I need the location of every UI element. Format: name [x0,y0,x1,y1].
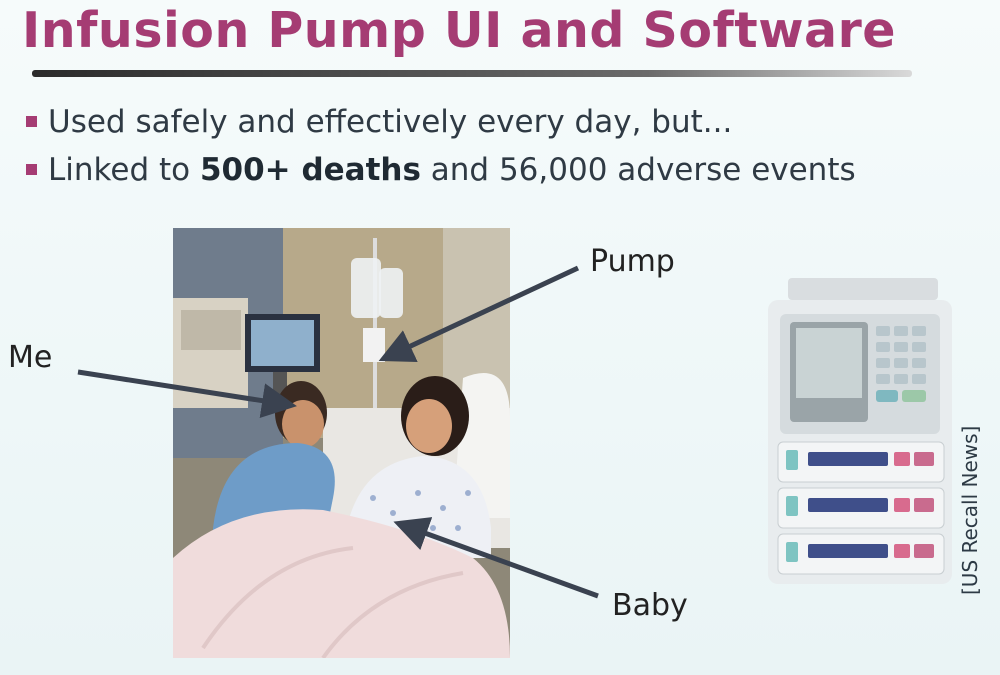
label-pump: Pump [590,244,675,279]
source-credit: [US Recall News] [958,425,982,595]
me-arrow [77,369,297,418]
slide-title: Infusion Pump UI and Software [22,2,896,59]
pump-arrow [378,265,580,363]
bullet-item: Used safely and effectively every day, b… [26,98,856,146]
label-baby: Baby [612,588,688,623]
bullet-emphasis: 500+ deaths [199,152,421,188]
bullet-text-suffix: and 56,000 adverse events [420,152,856,188]
title-underline [32,70,912,77]
bullet-marker-icon [26,164,37,175]
bullet-item: Linked to 500+ deaths and 56,000 adverse… [26,146,856,194]
infusion-pump-image [768,278,952,584]
bullet-list: Used safely and effectively every day, b… [26,98,856,194]
bullet-text-prefix: Linked to [48,152,200,188]
baby-arrow [393,517,599,599]
bullet-text: Used safely and effectively every day, b… [48,104,733,140]
label-me: Me [8,340,53,375]
bullet-marker-icon [26,116,37,127]
